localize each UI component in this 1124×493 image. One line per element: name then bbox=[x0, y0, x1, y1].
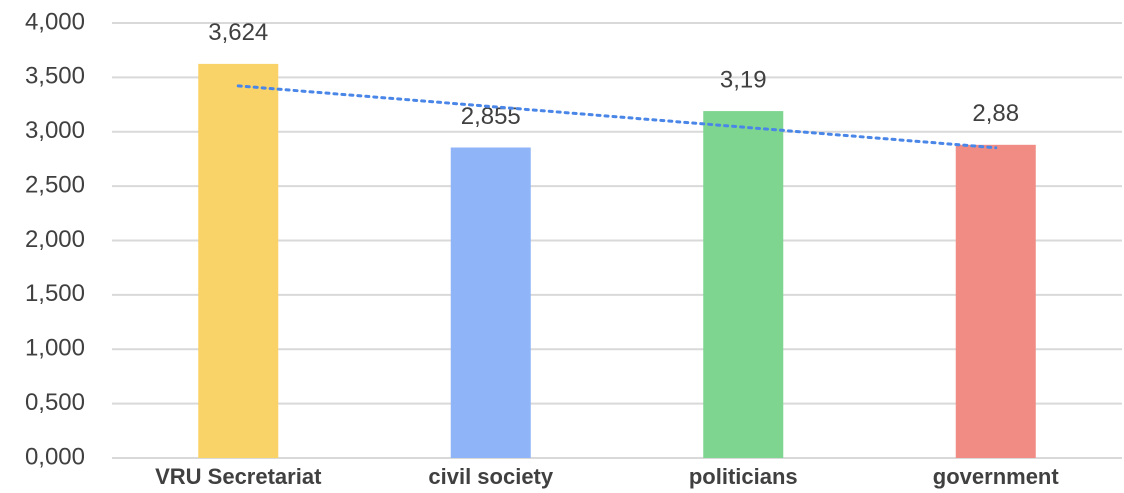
bar bbox=[198, 63, 279, 458]
y-tick-label: 3,000 bbox=[25, 117, 85, 144]
x-tick-label: VRU Secretariat bbox=[155, 464, 322, 489]
data-label: 3,19 bbox=[720, 66, 767, 93]
y-tick-label: 1,000 bbox=[25, 335, 85, 362]
data-label: 2,88 bbox=[972, 100, 1019, 127]
y-tick-label: 1,500 bbox=[25, 280, 85, 307]
y-tick-label: 0,500 bbox=[25, 389, 85, 416]
bar bbox=[703, 111, 784, 459]
y-tick-label: 2,500 bbox=[25, 171, 85, 198]
x-tick-label: civil society bbox=[428, 464, 554, 489]
y-tick-label: 0,000 bbox=[25, 443, 85, 470]
trendline bbox=[236, 84, 998, 150]
y-tick-label: 3,500 bbox=[25, 63, 85, 90]
x-tick-label: government bbox=[933, 464, 1060, 489]
y-tick-label: 2,000 bbox=[25, 226, 85, 253]
data-label: 3,624 bbox=[208, 19, 268, 46]
x-tick-label: politicians bbox=[689, 464, 798, 489]
y-tick-label: 4,000 bbox=[25, 8, 85, 35]
bar bbox=[955, 144, 1036, 459]
bar bbox=[450, 147, 531, 459]
